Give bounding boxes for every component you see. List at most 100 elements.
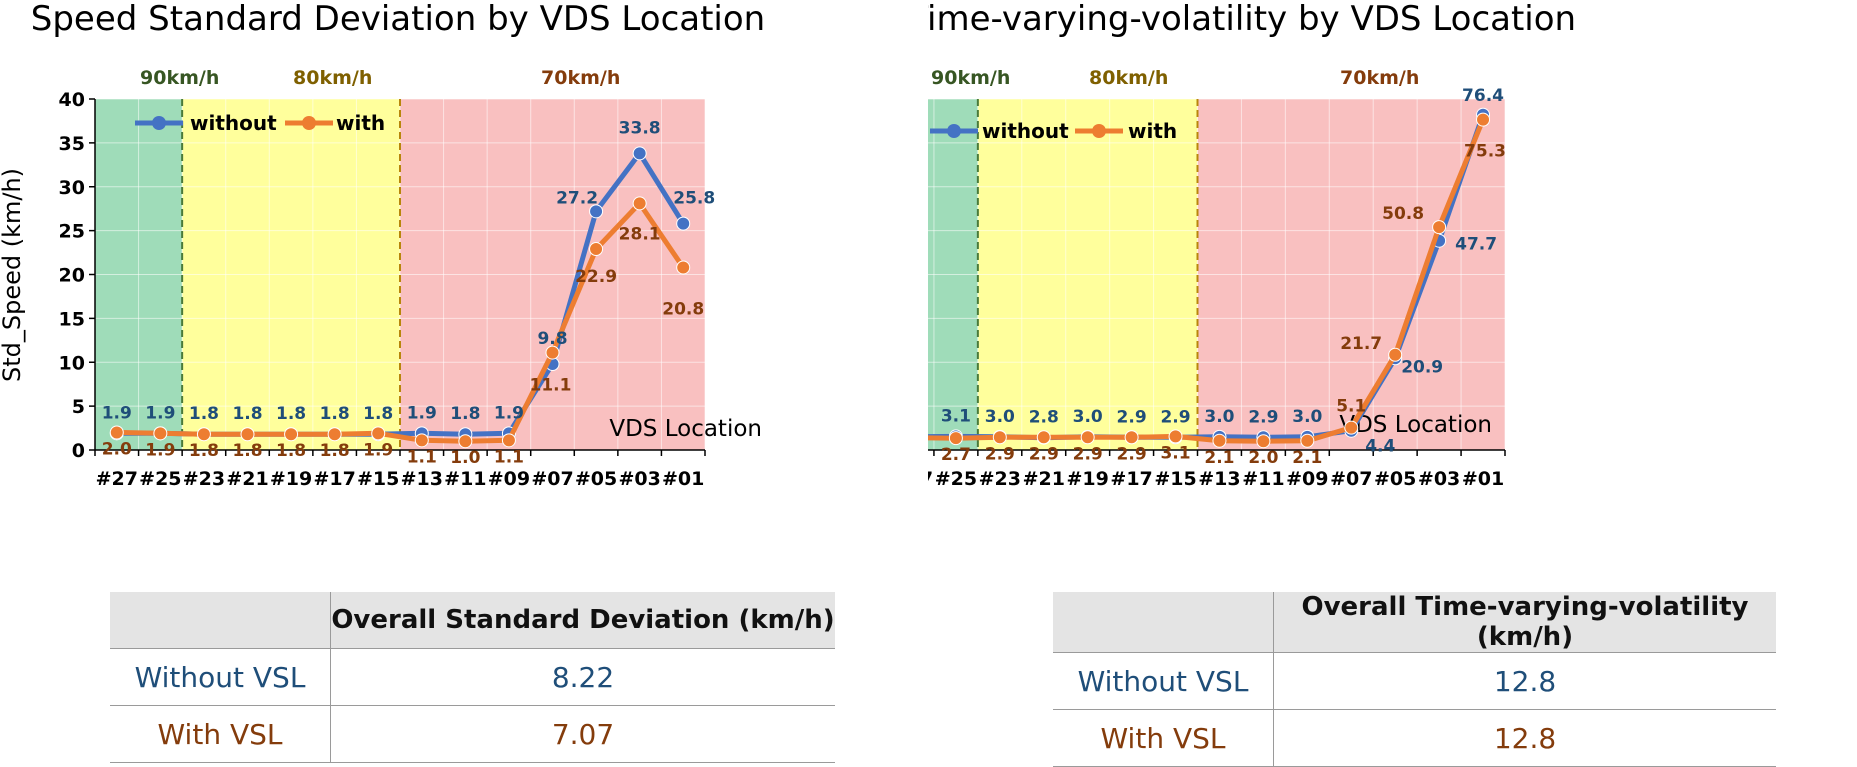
data-point-with [196,427,211,442]
data-label-without: 2.9 [1160,407,1190,427]
data-label-with: 2.9 [985,444,1015,464]
data-label-without: 2.9 [1117,407,1147,427]
legend-label-with: with [336,111,385,135]
legend-marker-with [302,116,316,130]
data-point-with [948,431,963,446]
table-row: Without VSL 12.8 [1053,652,1776,710]
data-point-with [284,427,299,442]
data-point-with [501,433,516,448]
data-label-with: 28.1 [619,224,661,244]
data-point-with [1256,434,1271,449]
data-label-with: 1.1 [407,447,437,467]
data-point-with [676,260,691,275]
y-tick-label: 15 [59,308,85,330]
y-tick-label: 40 [59,89,85,111]
data-label-without: 1.9 [494,403,524,423]
data-point-without [632,146,647,161]
data-label-without: 1.9 [407,403,437,423]
data-label-with: 1.9 [363,440,393,460]
legend-label-without: without [190,111,277,135]
y-axis-title: Std_Speed (km/h) [0,168,26,382]
legend-label-with: with [1128,119,1177,143]
series-line-with [116,200,686,444]
data-label-without: 1.8 [276,404,306,424]
data-label-with: 21.7 [1340,334,1382,354]
speed-zone-label: 90km/h [140,67,219,89]
x-tick-label: #23 [979,468,1021,490]
speed-zone-label: 80km/h [1089,67,1168,89]
data-label-with: 5.1 [1336,397,1366,417]
x-tick-label: #07 [531,468,573,490]
data-label-without: 3.1 [941,406,971,426]
data-point-with [240,427,255,442]
data-point-with [414,433,429,448]
table-header: Overall Time-varying-volatility (km/h) [1273,592,1776,653]
data-label-with: 1.9 [145,440,175,460]
x-tick-label: #01 [662,468,704,490]
data-point-with [589,242,604,257]
data-point-with [992,430,1007,445]
data-label-without: 27.2 [556,188,598,208]
chart-title: Speed Standard Deviation by VDS Location [31,0,765,39]
data-point-with [1036,430,1051,445]
data-point-with [1344,420,1359,435]
x-tick-label: #03 [1418,468,1460,490]
data-label-with: 2.9 [1073,444,1103,464]
data-label-without: 1.9 [145,403,175,423]
table-row: With VSL 7.07 [110,705,835,763]
y-tick-label: 0 [72,440,85,462]
x-tick-label: #17 [1110,468,1152,490]
data-label-with: 11.1 [530,376,572,396]
row-value-without: 12.8 [1273,652,1776,710]
x-tick-label: #11 [444,468,486,490]
data-label-without: 9.8 [537,329,567,349]
y-tick-label: 20 [59,265,85,287]
data-label-without: 2.9 [1248,407,1278,427]
data-label-without: 1.8 [450,404,480,424]
x-tick-label: #15 [357,468,399,490]
data-label-without: 33.8 [619,118,661,138]
data-label-without: 3.0 [1292,407,1322,427]
row-value-without: 8.22 [330,648,835,706]
std-dev-summary-table: Overall Standard Deviation (km/h) Withou… [110,592,835,763]
row-value-with: 12.8 [1273,709,1776,767]
x-tick-label: #19 [270,468,312,490]
data-point-with [1080,430,1095,445]
x-tick-label: #13 [401,468,443,490]
volatility-panel: Speed Time-varying-volatility by VDS Loc… [928,0,1857,767]
speed-zone-label: 90km/h [931,67,1010,89]
std-dev-panel: Speed Standard Deviation by VDS Location… [0,0,928,765]
data-label-with: 2.0 [102,439,132,459]
x-tick-label: #01 [1462,468,1504,490]
data-label-without: 25.8 [673,189,715,209]
x-tick-label: #27 [96,468,138,490]
series-line-with [928,118,1486,444]
data-label-with: 1.8 [232,441,262,461]
data-label-with: 1.1 [494,447,524,467]
data-point-with [327,427,342,442]
data-point-with [458,434,473,449]
data-label-without: 3.0 [1073,407,1103,427]
x-tick-label: #25 [139,468,181,490]
data-label-without: 1.8 [363,404,393,424]
data-label-with: 2.9 [1117,444,1147,464]
data-label-with: 2.1 [1204,448,1234,468]
table-corner-cell [1053,592,1274,653]
legend-marker-without [152,116,166,130]
data-label-with: 20.8 [662,299,704,319]
row-value-with: 7.07 [330,705,835,763]
row-label-without: Without VSL [1053,652,1274,710]
table-header-row: Overall Time-varying-volatility (km/h) [1053,592,1776,653]
data-label-without: 1.8 [189,404,219,424]
data-label-without: 1.8 [320,404,350,424]
data-point-with [109,425,124,440]
table-corner-cell [110,592,331,649]
x-tick-label: #21 [1023,468,1065,490]
x-tick-label: #25 [935,468,977,490]
data-point-with [1212,433,1227,448]
data-label-with: 2.7 [941,445,971,465]
data-label-with: 75.3 [1464,142,1506,162]
x-tick-label: #21 [226,468,268,490]
data-point-without [676,216,691,231]
x-tick-label: #17 [313,468,355,490]
